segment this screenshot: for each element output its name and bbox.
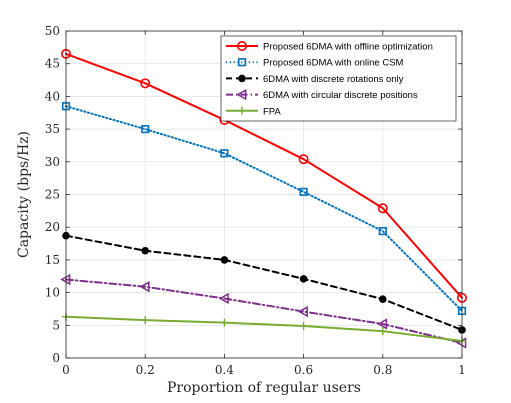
y-axis-label: Capacity (bps/Hz) [16, 131, 32, 258]
legend-label: 6DMA with circular discrete positions [263, 90, 418, 101]
data-point-triangle [236, 88, 247, 101]
x-tick-label: 1 [458, 363, 466, 377]
data-point-plus [141, 316, 150, 325]
legend-label: Proposed 6DMA with online CSM [263, 58, 404, 69]
series-line [65, 278, 463, 344]
x-tick-label: 0.4 [215, 363, 234, 377]
x-tick-label: 0 [62, 363, 70, 377]
data-point-square [299, 187, 308, 196]
data-point-triangle [297, 305, 308, 318]
series-line [65, 52, 463, 299]
legend-item: Proposed 6DMA with online CSM [226, 58, 404, 69]
data-point-filled-circle [220, 256, 229, 264]
y-tick-label: 25 [45, 188, 60, 202]
x-tick-label: 0.6 [294, 363, 313, 377]
data-point-square [141, 125, 150, 134]
x-tick-label: 0.2 [136, 363, 155, 377]
legend-label: FPA [263, 106, 281, 117]
series-group [62, 231, 466, 334]
data-point-filled-circle [141, 246, 149, 255]
data-point-square [220, 149, 229, 158]
data-point-filled-circle [379, 295, 387, 303]
data-point-circle [140, 78, 151, 89]
data-point-filled-circle [238, 74, 246, 83]
data-point-circle [237, 40, 248, 51]
legend-item: 6DMA with circular discrete positions [226, 88, 418, 101]
series-group [60, 48, 467, 303]
data-point-square [378, 227, 387, 236]
y-tick-label: 50 [45, 24, 60, 38]
legend-box [220, 35, 457, 122]
data-point-triangle [377, 318, 388, 330]
x-axis-label: Proportion of regular users [167, 380, 361, 396]
data-point-circle [377, 203, 388, 214]
x-tick-label: 0.8 [373, 363, 392, 377]
y-tick-label: 5 [52, 318, 60, 332]
series-line [65, 105, 463, 312]
legend-item: 6DMA with discrete rotations only [226, 74, 404, 85]
data-point-square [237, 58, 247, 67]
legend-item: Proposed 6DMA with offline optimization [226, 40, 433, 53]
series-line [65, 315, 463, 342]
data-point-plus [378, 327, 387, 336]
y-tick-label: 30 [45, 155, 60, 169]
data-point-plus [220, 318, 229, 327]
y-tick-label: 0 [52, 351, 60, 365]
y-tick-label: 20 [45, 220, 60, 234]
legend-label: 6DMA with discrete rotations only [263, 74, 404, 85]
data-point-triangle [218, 292, 229, 305]
data-point-triangle [139, 281, 150, 293]
y-tick-label: 45 [45, 57, 60, 71]
data-point-plus [299, 321, 308, 330]
y-tick-label: 10 [45, 286, 60, 300]
data-point-filled-circle [299, 275, 308, 283]
y-tick-label: 35 [45, 122, 60, 136]
legend-label: Proposed 6DMA with offline optimization [263, 42, 433, 53]
legend: Proposed 6DMA with offline optimization P… [220, 35, 457, 122]
data-point-plus [238, 106, 246, 115]
data-point-circle [298, 154, 309, 165]
y-tick-label: 40 [45, 89, 60, 103]
y-tick-label: 15 [45, 253, 60, 267]
legend-item: FPA [226, 106, 281, 117]
series-line [65, 234, 463, 331]
